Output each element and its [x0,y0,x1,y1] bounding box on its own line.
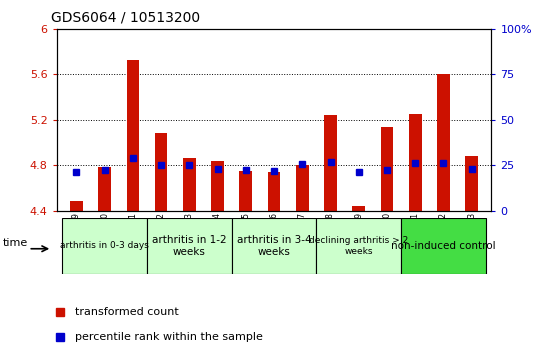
Text: transformed count: transformed count [75,307,179,317]
Text: time: time [3,238,28,248]
Bar [401,218,486,274]
Bar [98,167,111,211]
Text: non-induced control: non-induced control [391,241,496,251]
Text: arthritis in 0-3 days: arthritis in 0-3 days [60,241,149,250]
Bar [409,114,422,211]
Bar [324,115,337,211]
Bar [183,158,195,211]
Bar [126,60,139,211]
Bar [155,134,167,211]
Text: arthritis in 3-4
weeks: arthritis in 3-4 weeks [237,235,312,257]
Bar [296,165,309,211]
Bar [316,218,401,274]
Bar [268,172,280,211]
Bar [232,218,316,274]
Text: arthritis in 1-2
weeks: arthritis in 1-2 weeks [152,235,227,257]
Bar [239,171,252,211]
Bar [437,74,450,211]
Bar [147,218,232,274]
Text: GDS6064 / 10513200: GDS6064 / 10513200 [51,11,200,25]
Text: percentile rank within the sample: percentile rank within the sample [75,332,263,342]
Bar [465,156,478,211]
Text: declining arthritis > 2
weeks: declining arthritis > 2 weeks [309,236,408,256]
Bar [381,127,393,211]
Bar [211,161,224,211]
Bar [62,218,147,274]
Bar [70,201,83,211]
Bar [353,206,365,211]
